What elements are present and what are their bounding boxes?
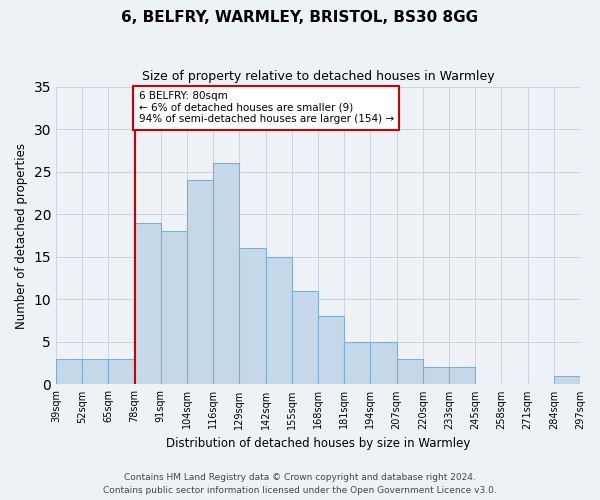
Bar	[134, 223, 161, 384]
Bar	[56, 359, 82, 384]
Bar	[397, 359, 423, 384]
Bar	[161, 232, 187, 384]
Y-axis label: Number of detached properties: Number of detached properties	[15, 142, 28, 328]
Bar	[109, 359, 134, 384]
Bar	[187, 180, 213, 384]
X-axis label: Distribution of detached houses by size in Warmley: Distribution of detached houses by size …	[166, 437, 470, 450]
Bar	[370, 342, 397, 384]
Bar	[266, 257, 292, 384]
Bar	[292, 291, 318, 384]
Bar	[423, 368, 449, 384]
Bar	[82, 359, 109, 384]
Bar	[344, 342, 370, 384]
Bar	[213, 164, 239, 384]
Bar	[554, 376, 580, 384]
Text: 6, BELFRY, WARMLEY, BRISTOL, BS30 8GG: 6, BELFRY, WARMLEY, BRISTOL, BS30 8GG	[121, 10, 479, 25]
Text: 6 BELFRY: 80sqm
← 6% of detached houses are smaller (9)
94% of semi-detached hou: 6 BELFRY: 80sqm ← 6% of detached houses …	[139, 91, 394, 124]
Title: Size of property relative to detached houses in Warmley: Size of property relative to detached ho…	[142, 70, 494, 83]
Text: Contains HM Land Registry data © Crown copyright and database right 2024.
Contai: Contains HM Land Registry data © Crown c…	[103, 474, 497, 495]
Bar	[318, 316, 344, 384]
Bar	[239, 248, 266, 384]
Bar	[449, 368, 475, 384]
